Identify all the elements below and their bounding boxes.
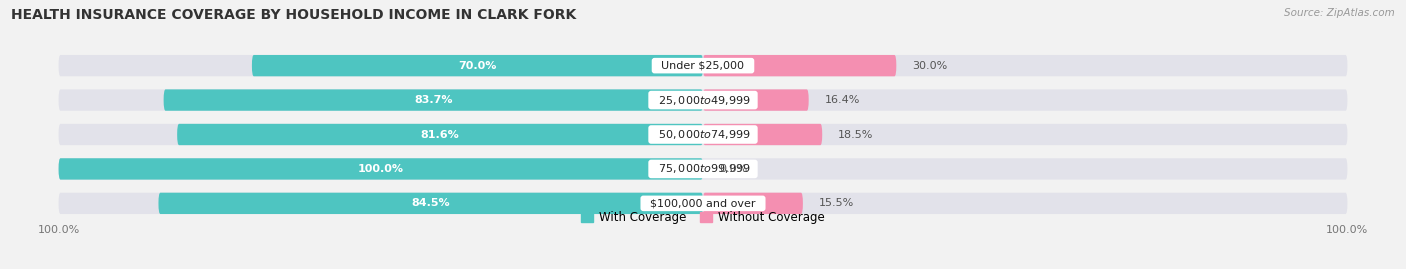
Text: 81.6%: 81.6%: [420, 129, 460, 140]
FancyBboxPatch shape: [703, 124, 823, 145]
Text: 18.5%: 18.5%: [838, 129, 873, 140]
Text: 84.5%: 84.5%: [412, 198, 450, 208]
FancyBboxPatch shape: [159, 193, 703, 214]
FancyBboxPatch shape: [59, 55, 1347, 76]
FancyBboxPatch shape: [59, 193, 1347, 214]
FancyBboxPatch shape: [703, 89, 808, 111]
Text: 70.0%: 70.0%: [458, 61, 496, 71]
FancyBboxPatch shape: [59, 158, 703, 180]
Text: 0.0%: 0.0%: [718, 164, 748, 174]
Text: 16.4%: 16.4%: [825, 95, 860, 105]
Text: Source: ZipAtlas.com: Source: ZipAtlas.com: [1284, 8, 1395, 18]
FancyBboxPatch shape: [59, 158, 1347, 180]
FancyBboxPatch shape: [703, 193, 803, 214]
Text: 100.0%: 100.0%: [357, 164, 404, 174]
FancyBboxPatch shape: [163, 89, 703, 111]
Text: HEALTH INSURANCE COVERAGE BY HOUSEHOLD INCOME IN CLARK FORK: HEALTH INSURANCE COVERAGE BY HOUSEHOLD I…: [11, 8, 576, 22]
Text: 15.5%: 15.5%: [818, 198, 855, 208]
Legend: With Coverage, Without Coverage: With Coverage, Without Coverage: [576, 206, 830, 228]
Text: $100,000 and over: $100,000 and over: [644, 198, 762, 208]
FancyBboxPatch shape: [703, 55, 897, 76]
FancyBboxPatch shape: [59, 124, 1347, 145]
Text: $25,000 to $49,999: $25,000 to $49,999: [651, 94, 755, 107]
FancyBboxPatch shape: [177, 124, 703, 145]
Text: $50,000 to $74,999: $50,000 to $74,999: [651, 128, 755, 141]
FancyBboxPatch shape: [59, 89, 1347, 111]
Text: 30.0%: 30.0%: [912, 61, 948, 71]
Text: Under $25,000: Under $25,000: [655, 61, 751, 71]
FancyBboxPatch shape: [252, 55, 703, 76]
Text: $75,000 to $99,999: $75,000 to $99,999: [651, 162, 755, 175]
Text: 83.7%: 83.7%: [413, 95, 453, 105]
